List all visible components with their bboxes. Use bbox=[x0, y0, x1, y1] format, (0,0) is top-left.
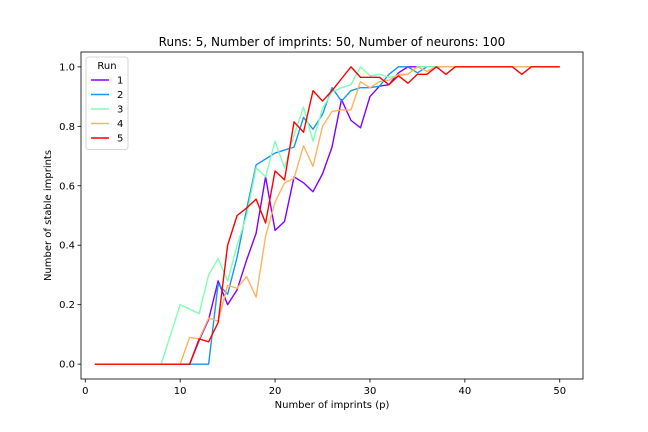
plot-frame bbox=[80, 51, 584, 380]
x-tick-label: 40 bbox=[458, 386, 471, 397]
legend-label-run-1: 1 bbox=[117, 76, 123, 87]
legend-label-run-2: 2 bbox=[117, 90, 123, 101]
series-line-run-5 bbox=[94, 66, 560, 365]
x-tick-label: 10 bbox=[174, 386, 187, 397]
series-lines bbox=[94, 66, 560, 365]
legend-label-run-3: 3 bbox=[117, 105, 123, 116]
y-tick-label: 0.2 bbox=[59, 300, 75, 311]
series-line-run-1 bbox=[94, 66, 560, 365]
series-line-run-2 bbox=[94, 66, 560, 365]
y-tick-label: 0.0 bbox=[59, 360, 75, 371]
y-axis-label: Number of stable imprints bbox=[43, 150, 54, 281]
legend-label-run-5: 5 bbox=[117, 134, 123, 145]
legend-title: Run bbox=[97, 61, 116, 72]
x-tick-label: 50 bbox=[553, 386, 566, 397]
y-tick-label: 1.0 bbox=[59, 62, 75, 73]
x-tick-label: 30 bbox=[364, 386, 377, 397]
chart-title: Runs: 5, Number of imprints: 50, Number … bbox=[159, 35, 506, 49]
series-line-run-3 bbox=[94, 66, 560, 365]
y-tick-label: 0.8 bbox=[59, 122, 75, 133]
legend-label-run-4: 4 bbox=[117, 119, 123, 130]
x-tick-label: 0 bbox=[82, 386, 88, 397]
axis-ticks: 0 10 20 30 40 50 0.0 0.2 0.4 0.6 0.8 1.0 bbox=[59, 62, 566, 397]
y-tick-label: 0.4 bbox=[59, 241, 75, 252]
y-tick-label: 0.6 bbox=[59, 181, 75, 192]
x-tick-label: 20 bbox=[269, 386, 282, 397]
x-axis-label: Number of imprints (p) bbox=[275, 400, 390, 411]
series-line-run-4 bbox=[94, 66, 560, 365]
